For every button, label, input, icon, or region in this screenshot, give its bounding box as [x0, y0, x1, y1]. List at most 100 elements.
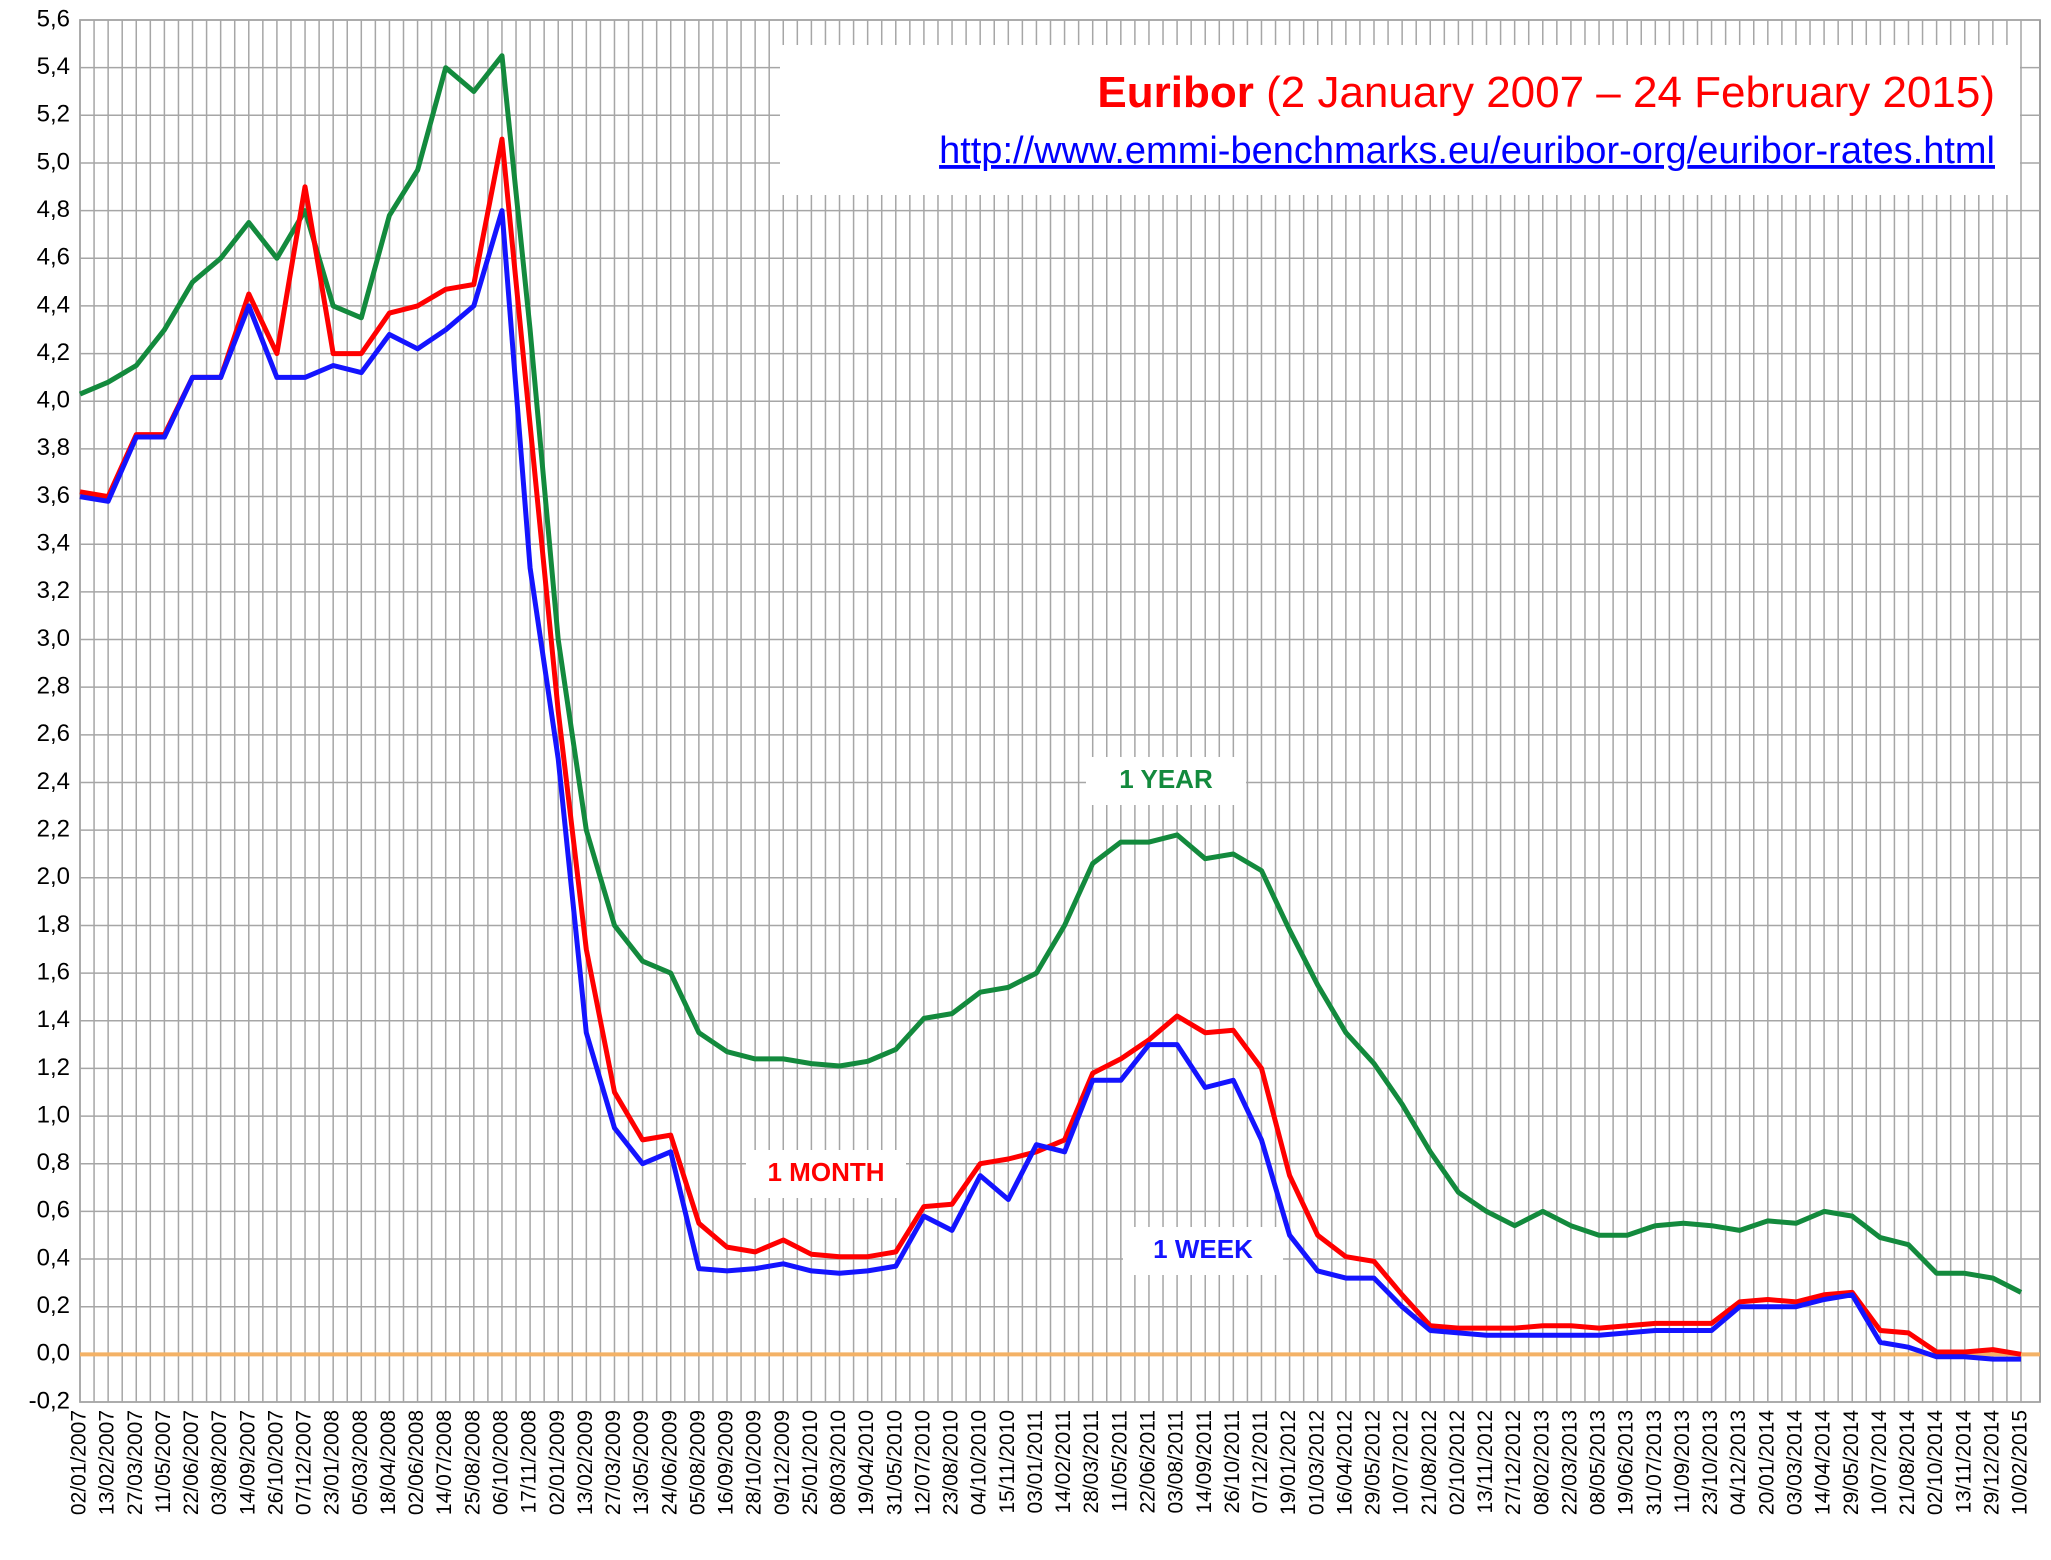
title-main: Euribor	[1097, 68, 1253, 117]
annotation-box	[1086, 757, 1246, 805]
y-tick-label: 0,2	[37, 1292, 70, 1319]
x-tick-label: 29/05/2014	[1840, 1410, 1863, 1515]
y-tick-label: 1,2	[37, 1054, 70, 1081]
y-tick-label: 4,2	[37, 339, 70, 366]
x-tick-label: 03/08/2011	[1165, 1410, 1188, 1514]
annotation-box	[746, 1150, 906, 1198]
x-tick-label: 21/08/2012	[1418, 1410, 1441, 1515]
x-tick-label: 28/10/2009	[743, 1410, 766, 1515]
x-tick-label: 29/12/2014	[1980, 1410, 2003, 1515]
y-tick-label: 5,6	[37, 5, 70, 32]
series-line	[79, 208, 2021, 1362]
x-tick-label: 11/09/2013	[1671, 1410, 1694, 1514]
source-link[interactable]: http://www.emmi-benchmarks.eu/euribor-or…	[939, 130, 1995, 172]
x-tick-label: 25/08/2008	[461, 1410, 484, 1515]
x-tick-label: 03/03/2014	[1784, 1410, 1807, 1515]
x-tick-label: 23/10/2013	[1699, 1410, 1722, 1515]
y-tick-label: 3,8	[37, 434, 70, 461]
y-tick-label: 2,8	[37, 673, 70, 700]
x-tick-label: 28/03/2011	[1080, 1410, 1103, 1514]
x-tick-label: 02/06/2008	[405, 1410, 428, 1515]
x-tick-label: 10/07/2012	[1390, 1410, 1413, 1515]
x-tick-label: 26/10/2007	[264, 1410, 287, 1515]
y-tick-label: 4,4	[37, 291, 70, 318]
x-tick-label: 27/03/2007	[124, 1410, 147, 1515]
x-tick-label: 14/02/2011	[1052, 1410, 1075, 1514]
y-tick-label: 1,8	[37, 911, 70, 938]
x-tick-label: 26/10/2011	[1221, 1410, 1244, 1514]
x-tick-label: 19/01/2012	[1277, 1410, 1300, 1515]
x-tick-label: 01/03/2012	[1305, 1410, 1328, 1515]
x-tick-label: 18/04/2008	[377, 1410, 400, 1515]
x-tick-label: 14/09/2007	[236, 1410, 259, 1515]
x-tick-label: 03/01/2011	[1024, 1410, 1047, 1514]
x-tick-label: 27/12/2012	[1502, 1410, 1525, 1515]
y-tick-label: 2,4	[37, 768, 70, 795]
x-tick-label: 10/02/2015	[2009, 1410, 2032, 1515]
x-tick-label: 07/12/2007	[293, 1410, 316, 1515]
annotation: 1 YEAR	[1119, 764, 1213, 794]
y-tick-label: 0,6	[37, 1197, 70, 1224]
x-tick-label: 24/06/2009	[658, 1410, 681, 1515]
x-tick-label: 09/12/2009	[771, 1410, 794, 1515]
annotation: 1 MONTH	[768, 1157, 885, 1187]
x-tick-label: 03/08/2007	[208, 1410, 231, 1515]
annotation: 1 WEEK	[1153, 1234, 1253, 1264]
x-tick-label: 13/02/2009	[574, 1410, 597, 1515]
y-tick-label: 2,2	[37, 815, 70, 842]
y-tick-label: 2,6	[37, 720, 70, 747]
y-tick-label: 3,4	[37, 530, 70, 557]
x-tick-label: 17/11/2008	[518, 1410, 541, 1514]
y-tick-label: 3,6	[37, 482, 70, 509]
x-tick-label: 08/05/2013	[1587, 1410, 1610, 1515]
plot-area	[79, 19, 2041, 1403]
y-tick-label: 2,0	[37, 863, 70, 890]
x-tick-label: 13/02/2007	[96, 1410, 119, 1515]
x-tick-label: 04/10/2010	[968, 1410, 991, 1515]
grid	[79, 19, 2041, 1403]
x-tick-label: 08/02/2013	[1530, 1410, 1553, 1515]
x-tick-label: 08/03/2010	[827, 1410, 850, 1515]
y-tick-label: 1,6	[37, 958, 70, 985]
x-tick-label: 07/12/2011	[1249, 1410, 1272, 1514]
y-tick-label: 3,2	[37, 577, 70, 604]
title-space	[1254, 68, 1266, 117]
y-tick-label: 5,4	[37, 53, 70, 80]
y-tick-label: 4,0	[37, 387, 70, 414]
x-tick-label: 02/10/2014	[1924, 1410, 1947, 1515]
x-tick-label: 13/05/2009	[630, 1410, 653, 1515]
y-tick-label: -0,2	[29, 1387, 70, 1414]
x-tick-label: 04/12/2013	[1727, 1410, 1750, 1515]
x-tick-label: 05/03/2008	[349, 1410, 372, 1515]
x-tick-label: 19/06/2013	[1615, 1410, 1638, 1515]
x-tick-label: 19/04/2010	[855, 1410, 878, 1515]
x-tick-label: 14/04/2014	[1812, 1410, 1835, 1515]
subtitle: (2 January 2007 – 24 February 2015)	[1266, 68, 1995, 117]
annotation-box	[1123, 1227, 1283, 1275]
y-tick-label: 4,6	[37, 244, 70, 271]
x-tick-label: 02/01/2009	[546, 1410, 569, 1515]
x-tick-label: 02/10/2012	[1446, 1410, 1469, 1515]
x-tick-label: 31/05/2010	[883, 1410, 906, 1515]
y-tick-label: 5,0	[37, 148, 70, 175]
x-tick-label: 31/07/2013	[1643, 1410, 1666, 1515]
lines	[79, 53, 2040, 1362]
x-tick-label: 11/05/2011	[1108, 1410, 1131, 1512]
x-tick-label: 23/08/2010	[940, 1410, 963, 1515]
x-tick-label: 22/03/2013	[1558, 1410, 1581, 1515]
x-tick-label: 16/04/2012	[1333, 1410, 1356, 1515]
x-tick-label: 15/11/2010	[996, 1410, 1019, 1514]
x-tick-label: 13/11/2014	[1952, 1410, 1975, 1514]
x-tick-label: 20/01/2014	[1755, 1410, 1778, 1515]
chart-title: Euribor (2 January 2007 – 24 February 20…	[1097, 68, 1995, 117]
x-tick-label: 23/01/2008	[321, 1410, 344, 1515]
x-tick-label: 06/10/2008	[490, 1410, 513, 1515]
y-tick-label: 5,2	[37, 101, 70, 128]
y-tick-label: 0,8	[37, 1149, 70, 1176]
x-tick-label: 27/03/2009	[602, 1410, 625, 1515]
x-tick-label: 16/09/2009	[715, 1410, 738, 1515]
x-tick-label: 14/09/2011	[1193, 1410, 1216, 1514]
x-tick-label: 10/07/2014	[1868, 1410, 1891, 1515]
x-tick-label: 21/08/2014	[1896, 1410, 1919, 1515]
y-tick-label: 0,0	[37, 1340, 70, 1367]
